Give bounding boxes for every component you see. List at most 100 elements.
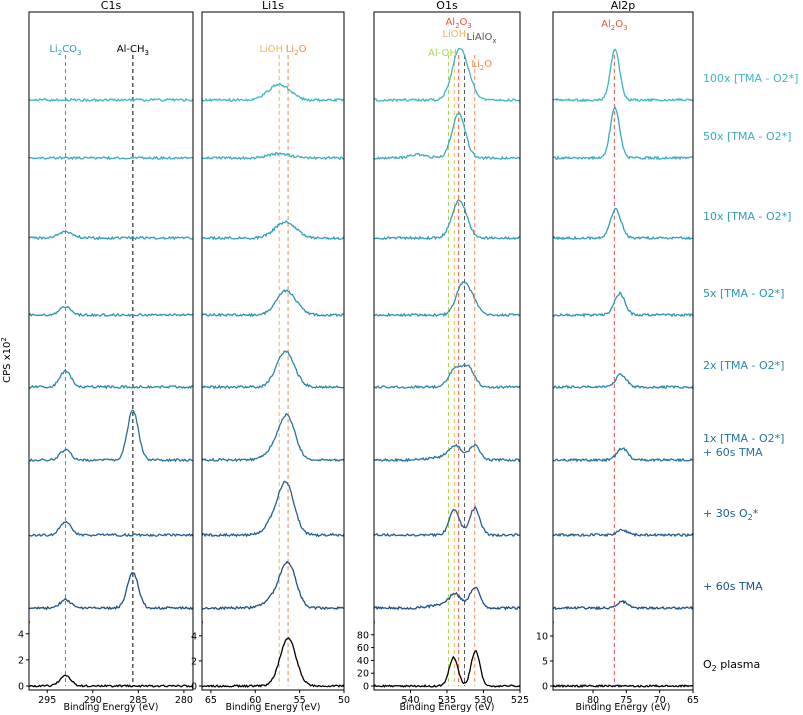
series-line-6	[28, 520, 194, 538]
reference-label: LiAlOx	[467, 32, 497, 45]
sample-label: + 60s TMA	[703, 580, 763, 593]
series-line-1	[201, 151, 345, 161]
sample-label: 2x [TMA - O2*]	[703, 359, 784, 372]
reference-label: Al-CH3	[117, 44, 149, 57]
panel-frame	[373, 11, 521, 691]
x-tick-label: 60	[249, 695, 261, 706]
series-line-2	[373, 198, 521, 241]
series-line-5	[28, 409, 193, 463]
y-tick-label: 5	[542, 657, 548, 668]
x-tick-label: 80	[587, 695, 599, 706]
x-tick-label: 50	[338, 695, 350, 706]
reference-label: LiOH	[442, 29, 466, 40]
y-tick-label: 40	[357, 656, 369, 667]
panel-al2p: Al2p 80 75 70 65 Binding Energy (eV) 0 5 10 Al2O3	[536, 0, 699, 713]
sample-label-line2: + 60s TMA	[703, 446, 763, 459]
x-axis-label: Binding Energy (eV)	[400, 702, 495, 713]
y-tick-label: 80	[357, 630, 369, 641]
series-line-4	[28, 368, 194, 390]
y-tick-label: 10	[536, 632, 548, 643]
sample-labels-group: 100x [TMA - O2*] 50x [TMA - O2*] 10x [TMA …	[703, 72, 798, 673]
x-tick-label: 285	[129, 695, 147, 706]
x-tick-label: 55	[294, 695, 306, 706]
x-tick-label: 65	[205, 695, 217, 706]
panel-frame	[552, 11, 694, 691]
series-line-3	[28, 305, 194, 318]
series-line-5	[552, 447, 694, 463]
series-line-0	[28, 97, 194, 103]
y-tick-label: 2	[18, 655, 24, 666]
x-tick-label: 65	[687, 695, 699, 706]
y-tick-label: 60	[357, 643, 369, 654]
sample-label: 5x [TMA - O2*]	[703, 287, 784, 300]
series-line-6	[552, 528, 694, 538]
series-line-0	[552, 48, 694, 103]
reference-label: LiOH	[259, 44, 283, 55]
x-tick-label: 540	[401, 695, 419, 706]
series-line-4	[373, 363, 521, 390]
series-line-7	[28, 571, 194, 611]
x-tick-label: 75	[620, 695, 632, 706]
sample-label: 100x [TMA - O2*]	[703, 72, 798, 85]
y-tick-label: 2	[191, 656, 197, 667]
series-line-4	[552, 372, 694, 390]
series-line-6	[201, 480, 345, 538]
reference-label: Al-OH	[428, 48, 457, 59]
x-tick-label: 535	[438, 695, 456, 706]
series-line-0	[201, 82, 345, 103]
series-line-7	[373, 586, 521, 611]
y-tick-label: 0	[542, 682, 548, 693]
y-tick-label: 4	[18, 629, 24, 640]
reference-label: Li2O	[471, 59, 492, 72]
series-line-0	[373, 47, 521, 103]
series-line-8	[373, 649, 521, 688]
x-axis-label: Binding Energy (eV)	[226, 702, 321, 713]
y-tick-label: 4	[191, 631, 197, 642]
series-line-5	[373, 443, 521, 463]
panel-li1s: Li1s 65 60 55 50 Binding Energy (eV) 0 2 4 LiOH Li…	[191, 0, 350, 713]
sample-label: 50x [TMA - O2*]	[703, 130, 791, 143]
series-line-2	[201, 220, 345, 241]
series-line-6	[373, 505, 521, 538]
series-line-8	[552, 684, 693, 688]
x-tick-label: 530	[474, 695, 492, 706]
reference-label: Li2O	[286, 44, 307, 57]
series-line-8	[201, 637, 345, 688]
panel-title: C1s	[101, 0, 122, 12]
y-tick-label: 0	[191, 682, 197, 693]
x-axis-label: Binding Energy (eV)	[64, 702, 159, 713]
y-tick-label: 0	[363, 682, 369, 693]
series-line-8	[28, 674, 194, 688]
panel-title: O1s	[436, 0, 458, 12]
series-line-5	[201, 412, 345, 463]
x-tick-label: 295	[38, 695, 56, 706]
reference-label: Li2CO3	[49, 44, 81, 57]
reference-label: Al2O3	[445, 17, 471, 30]
sample-label: O2 plasma	[703, 658, 760, 673]
series-line-4	[201, 350, 345, 390]
panel-frame	[28, 11, 194, 691]
y-axis-label: CPS x102	[0, 337, 13, 383]
series-line-3	[552, 291, 694, 318]
series-line-3	[201, 289, 345, 318]
panel-frame	[201, 11, 345, 691]
reference-label: Al2O3	[601, 19, 627, 32]
series-line-7	[201, 560, 344, 611]
panel-o1s: O1s 540 535 530 525 Binding Energy (eV) 0 20 40 6…	[357, 0, 529, 713]
sample-label: + 30s O2*	[703, 507, 759, 522]
series-line-2	[28, 230, 194, 241]
series-line-1	[28, 155, 194, 161]
sample-label: 1x [TMA - O2*]	[703, 432, 784, 445]
panel-title: Al2p	[611, 0, 636, 12]
series-line-1	[373, 112, 521, 161]
y-tick-label: 20	[357, 669, 369, 680]
x-tick-label: 525	[511, 695, 529, 706]
panel-title: Li1s	[262, 0, 284, 12]
x-tick-label: 280	[175, 695, 193, 706]
y-tick-label: 0	[18, 682, 24, 693]
x-tick-label: 290	[84, 695, 102, 706]
x-axis-label: Binding Energy (eV)	[576, 702, 671, 713]
series-line-2	[552, 207, 694, 241]
